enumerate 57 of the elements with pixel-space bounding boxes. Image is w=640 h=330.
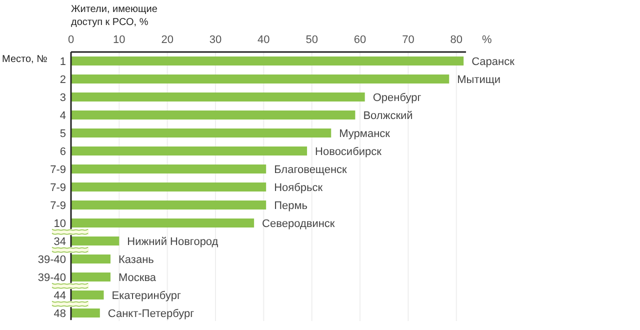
bar [71,182,266,192]
bar [71,308,100,318]
y-tick-label: 3 [60,92,66,104]
data-label: Волжский [363,110,413,122]
x-tick-label: 20 [161,34,174,46]
bar [71,56,464,66]
data-label: Новосибирск [315,146,382,158]
data-label: Москва [118,272,157,284]
bar [71,128,332,138]
y-tick-label: 7-9 [50,164,66,176]
data-label: Благовещенск [274,164,348,176]
x-axis-title: Жители, имеющие доступ к РСО, % [71,4,158,28]
x-tick-label: 70 [402,34,414,46]
y-tick-label: 7-9 [50,182,66,194]
x-tick-label: 80 [450,34,462,46]
data-label: Саранск [472,56,515,68]
data-label: Санкт-Петербург [108,308,194,320]
y-tick-label: 48 [54,308,66,320]
y-tick-label: 39-40 [38,272,66,284]
x-tick-label: 0 [68,34,74,46]
y-tick-label: 10 [54,218,66,230]
y-tick-label: 1 [60,56,66,68]
y-axis-title: Место, № [2,54,48,65]
y-tick-label: 39-40 [38,254,66,266]
x-tick-label: 10 [113,34,126,46]
bar [71,236,120,246]
bar [71,146,308,156]
data-label: Ноябрьск [274,182,323,194]
x-tick-label: 30 [209,34,222,46]
x-tick-label: 50 [306,34,318,46]
y-tick-label: 4 [60,110,66,122]
data-label: Мурманск [339,128,390,140]
data-label: Казань [118,254,154,266]
y-tick-label: 2 [60,74,66,86]
y-tick-label: 5 [60,128,66,140]
bar [71,92,365,102]
data-label: Нижний Новгород [127,236,219,248]
bar [71,290,104,300]
bar [71,254,110,264]
bar [71,200,266,210]
y-tick-label: 7-9 [50,200,66,212]
data-label: Северодвинск [262,218,335,230]
bar [71,272,110,282]
y-tick-label: 6 [60,146,66,158]
bar [71,164,266,174]
y-tick-label: 34 [54,236,66,248]
data-label: Оренбург [372,92,422,104]
x-tick-label: 60 [354,34,366,46]
data-label: Мытищи [457,74,501,86]
bar [71,218,254,228]
bar [71,110,356,120]
x-tick-label: 40 [258,34,270,46]
data-label: Пермь [274,200,308,212]
bar [71,74,450,84]
text: % [482,34,492,46]
y-tick-label: 44 [54,290,66,302]
data-label: Екатеринбург [112,290,181,302]
